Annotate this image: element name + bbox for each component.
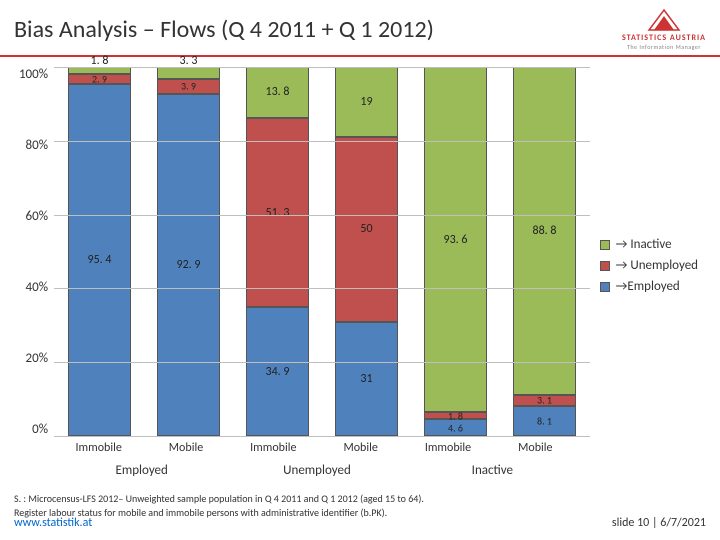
bar-segment-unemployed: 1. 8 <box>424 412 487 419</box>
chart-container: 100% 80% 60% 40% 20% 0% 95. 4 2. 9 1. 8 92. 9 3. … <box>10 67 710 437</box>
bar-segment-inactive: 93. 6 <box>424 67 487 412</box>
footer-meta: slide 10 | 6/7/2021 <box>612 516 706 530</box>
bar-segment-employed: 95. 4 <box>68 84 131 436</box>
bars-container: 95. 4 2. 9 1. 8 92. 9 3. 93. 3 34. 9 51. 3 13. … <box>54 67 590 436</box>
bar-segment-inactive: 13. 8 <box>246 67 309 118</box>
x-tick-label: Mobile <box>330 437 391 455</box>
stacked-bar: 92. 9 3. 93. 3 <box>157 67 220 436</box>
x-axis-ticks: Immobile Mobile Immobile Mobile Immobile Mobi… <box>54 437 580 455</box>
x-group-label: Inactive <box>405 455 580 478</box>
grid-line <box>54 67 590 68</box>
x-tick-label: Immobile <box>417 437 478 455</box>
x-tick-label: Immobile <box>243 437 304 455</box>
legend-label: → Inactive <box>616 237 672 252</box>
bar-segment-unemployed: 51. 3 <box>246 118 309 307</box>
logo-text: STATISTICS AUSTRIA <box>622 33 706 43</box>
bar-segment-employed: 31 <box>335 322 398 436</box>
legend-swatch-icon <box>600 240 610 250</box>
chart-legend: → Inactive → Unemployed →Employed <box>600 237 698 300</box>
segment-value-label: 13. 8 <box>266 85 290 99</box>
bar-segment-unemployed: 3. 9 <box>157 79 220 93</box>
stacked-bar: 34. 9 51. 3 13. 8 <box>246 67 309 436</box>
grid-line <box>54 362 590 363</box>
logo-subtext: The Information Manager <box>627 43 701 51</box>
legend-swatch-icon <box>600 261 610 271</box>
segment-value-label: 19 <box>360 95 372 109</box>
segment-value-label: 1. 8 <box>91 54 109 68</box>
segment-value-label: 88. 8 <box>533 224 557 238</box>
x-tick-label: Mobile <box>505 437 566 455</box>
footer-slide-number: slide 10 <box>612 516 649 530</box>
stacked-bar: 31 50 19 <box>335 67 398 436</box>
segment-value-label: 3. 1 <box>537 394 552 407</box>
stacked-bar: 4. 6 1. 8 93. 6 <box>424 67 487 436</box>
segment-value-label: 34. 9 <box>266 365 290 379</box>
footer-sep: | <box>652 516 660 530</box>
x-tick-label: Immobile <box>68 437 129 455</box>
legend-label: →Employed <box>616 279 680 294</box>
segment-value-label: 51. 3 <box>266 206 290 220</box>
legend-item: → Inactive <box>600 237 698 252</box>
bar-segment-inactive: 19 <box>335 67 398 137</box>
x-tick-label: Mobile <box>155 437 216 455</box>
grid-line <box>54 215 590 216</box>
bar-segment-unemployed: 50 <box>335 137 398 322</box>
bar-segment-inactive: 88. 8 <box>513 67 576 395</box>
bar-segment-inactive: 3. 3 <box>157 67 220 79</box>
bar-segment-employed: 8. 1 <box>513 406 576 436</box>
bar-segment-unemployed: 3. 1 <box>513 395 576 406</box>
slide-footer: www.statistik.at slide 10 | 6/7/2021 <box>0 516 720 530</box>
segment-value-label: 93. 6 <box>444 233 468 247</box>
segment-value-label: 50 <box>360 222 372 236</box>
y-tick-label: 0% <box>32 422 48 437</box>
segment-value-label: 2. 9 <box>92 72 107 85</box>
source-footnote: S. : Microcensus-LFS 2012– Unweighted sa… <box>14 492 706 519</box>
slide-header: Bias Analysis – Flows (Q 4 2011 + Q 1 20… <box>0 0 720 57</box>
grid-line <box>54 288 590 289</box>
legend-label: → Unemployed <box>616 258 698 273</box>
statistics-austria-logo: STATISTICS AUSTRIA The Information Manag… <box>622 8 706 51</box>
bar-segment-employed: 92. 9 <box>157 94 220 436</box>
segment-value-label: 4. 6 <box>448 421 463 434</box>
bar-segment-unemployed: 2. 9 <box>68 74 131 85</box>
segment-value-label: 95. 4 <box>88 253 112 267</box>
legend-item: → Unemployed <box>600 258 698 273</box>
bar-segment-employed: 34. 9 <box>246 307 309 436</box>
y-tick-label: 60% <box>26 209 48 224</box>
grid-line <box>54 141 590 142</box>
segment-value-label: 8. 1 <box>537 415 552 428</box>
legend-swatch-icon <box>600 282 610 292</box>
x-axis-groups: EmployedUnemployedInactive <box>54 455 580 478</box>
stacked-bar: 8. 1 3. 1 88. 8 <box>513 67 576 436</box>
footnote-line-1: S. : Microcensus-LFS 2012– Unweighted sa… <box>14 492 706 506</box>
x-group-label: Unemployed <box>229 455 404 478</box>
segment-value-label: 31 <box>360 372 372 386</box>
logo-triangle-icon <box>646 8 682 32</box>
segment-value-label: 3. 3 <box>180 54 198 68</box>
legend-item: →Employed <box>600 279 698 294</box>
y-tick-label: 100% <box>19 67 48 82</box>
stacked-bar: 95. 42. 91. 8 <box>68 67 131 436</box>
y-tick-label: 80% <box>26 138 48 153</box>
y-tick-label: 20% <box>26 351 48 366</box>
footer-date: 6/7/2021 <box>660 516 706 530</box>
segment-value-label: 3. 9 <box>181 80 196 93</box>
segment-value-label: 92. 9 <box>177 258 201 272</box>
chart-plot: 95. 4 2. 9 1. 8 92. 9 3. 93. 3 34. 9 51. 3 13. … <box>54 67 590 437</box>
y-axis-labels: 100% 80% 60% 40% 20% 0% <box>10 67 54 437</box>
footer-url: www.statistik.at <box>14 516 92 530</box>
x-group-label: Employed <box>54 455 229 478</box>
grid-line <box>54 436 590 437</box>
page-title: Bias Analysis – Flows (Q 4 2011 + Q 1 20… <box>14 15 434 44</box>
y-tick-label: 40% <box>26 280 48 295</box>
